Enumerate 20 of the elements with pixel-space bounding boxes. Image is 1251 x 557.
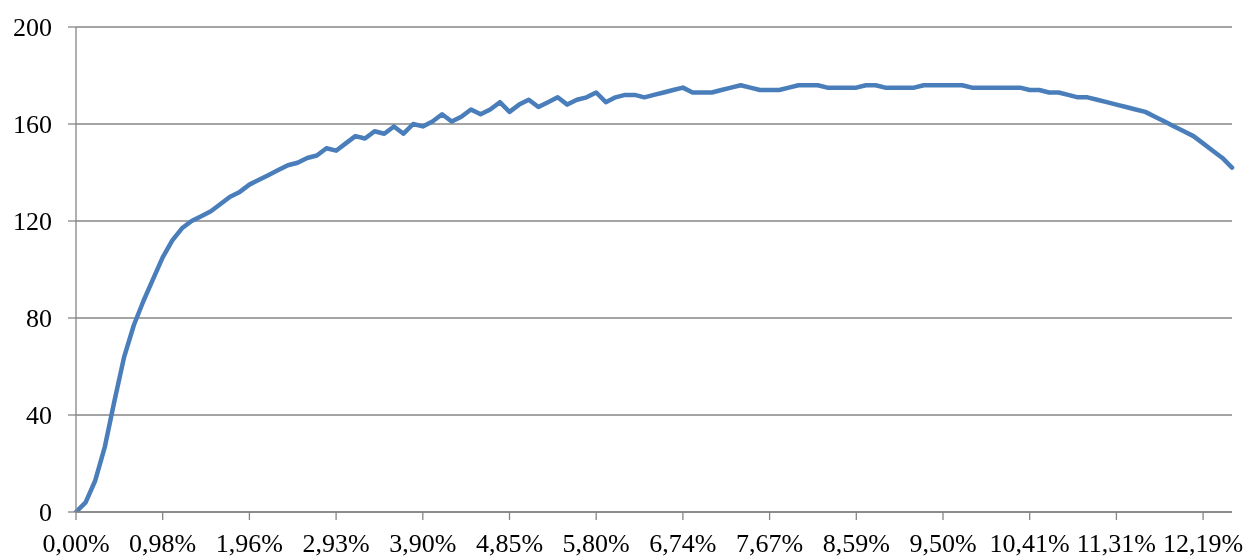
- x-tick-label: 4,85%: [475, 529, 544, 557]
- x-tick-label: 1,96%: [215, 529, 283, 557]
- y-tick-label: 40: [26, 401, 52, 431]
- x-tick-label: 8,59%: [822, 529, 890, 557]
- x-tick-label: 7,67%: [736, 529, 804, 557]
- x-tick-label: 12,19%: [1163, 529, 1244, 557]
- x-tick-label: 5,80%: [562, 529, 630, 557]
- x-tick-label: 3,90%: [389, 529, 457, 557]
- x-tick-label: 9,50%: [909, 529, 977, 557]
- y-tick-label: 200: [13, 13, 52, 43]
- x-tick-label: 6,74%: [649, 529, 717, 557]
- x-tick-label: 10,41%: [989, 529, 1070, 557]
- y-tick-label: 80: [26, 304, 52, 334]
- x-tick-label: 0,98%: [129, 529, 197, 557]
- y-tick-label: 0: [39, 498, 52, 528]
- y-tick-label: 160: [13, 110, 52, 140]
- x-tick-label: 0,00%: [42, 529, 110, 557]
- x-tick-label: 11,31%: [1076, 529, 1156, 557]
- y-tick-label: 120: [13, 207, 52, 237]
- x-tick-label: 2,93%: [302, 529, 370, 557]
